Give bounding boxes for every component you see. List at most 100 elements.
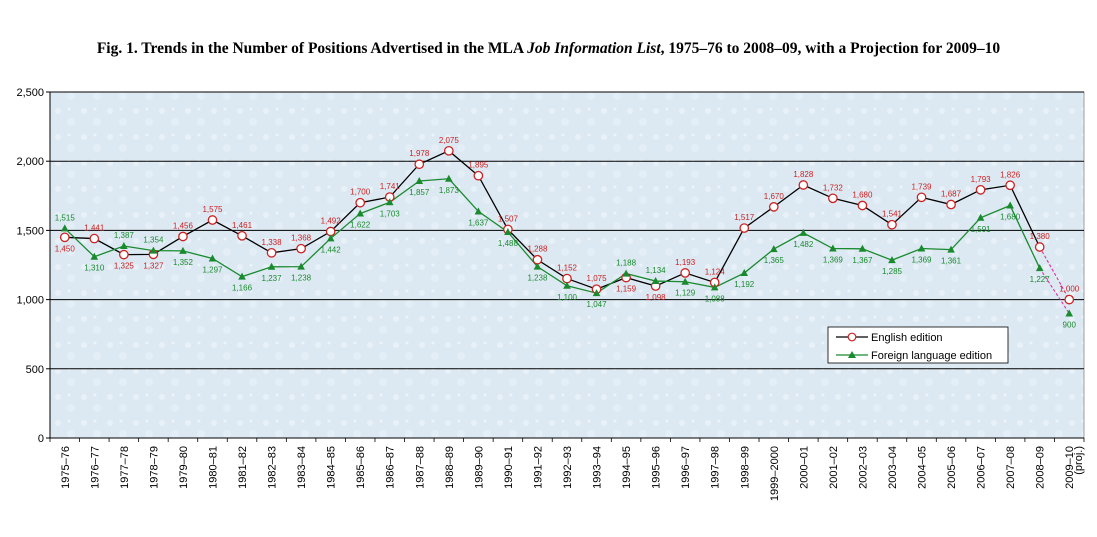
english-data-label: 1,895 [468,161,489,170]
x-tick-label: 2008–09 [1035,446,1047,489]
english-data-label: 1,826 [1000,170,1021,179]
english-point [443,145,454,156]
foreign-data-label: 1,188 [616,259,637,268]
english-point [562,273,572,284]
foreign-data-label: 1,100 [557,293,578,302]
english-point [857,200,868,211]
english-point [916,192,927,203]
english-point [946,199,956,210]
english-data-label: 1,739 [911,182,932,191]
english-data-label: 1,000 [1059,285,1080,294]
english-data-label: 1,098 [646,293,667,302]
foreign-point [710,283,719,291]
foreign-point [415,176,424,184]
x-tick-label: 1983–84 [296,446,308,489]
foreign-point [1006,201,1014,209]
y-tick-label: 1,500 [16,225,44,237]
english-data-label: 1,461 [232,221,253,230]
series-projection-1 [1039,267,1070,314]
x-tick-label: 1985–86 [355,446,367,489]
foreign-data-label: 1,354 [143,236,164,245]
english-point [768,202,779,212]
english-data-label: 1,124 [705,267,726,276]
foreign-data-label: 1,238 [527,274,548,283]
x-tick-label: 1994–95 [621,446,633,489]
foreign-point [474,207,483,215]
foreign-point [681,277,689,285]
x-tick-label: 1978–79 [148,446,160,489]
english-data-label: 1,978 [409,149,430,158]
legend-foreign-marker [848,351,856,358]
x-tick-label: 2005–06 [946,446,958,489]
foreign-point [60,224,69,232]
foreign-data-label: 1,129 [675,289,696,298]
x-tick-label: 1981–82 [237,446,249,489]
foreign-data-label: 1,088 [705,294,726,303]
foreign-point [622,269,630,277]
x-tick-label: 2009–10 [1064,446,1076,489]
foreign-data-label: 1,857 [409,188,430,197]
foreign-point [208,254,217,262]
foreign-data-label: 1,285 [882,267,903,276]
foreign-data-label: 1,622 [350,221,371,230]
english-point [266,247,277,258]
english-point [473,170,484,181]
english-data-label: 1,575 [202,205,223,214]
english-data-label: 1,159 [616,285,637,294]
foreign-point [858,244,867,252]
foreign-point [120,242,128,250]
english-data-label: 1,327 [143,261,164,270]
foreign-point [179,246,187,254]
english-point [1034,242,1045,252]
foreign-point [770,245,778,253]
foreign-point [976,213,985,221]
series-line-1 [64,178,1041,294]
english-point [414,159,425,170]
english-point [680,268,691,278]
foreign-data-label: 1,361 [941,257,962,266]
foreign-point [1035,264,1044,272]
english-data-label: 1,456 [173,221,194,230]
x-tick-label: 2002–03 [857,446,869,489]
english-data-label: 1,492 [321,217,342,226]
english-data-label: 1,338 [262,238,283,247]
x-tick-label: 2007–08 [1005,446,1017,489]
foreign-data-label: 1,310 [84,264,105,273]
foreign-data-label: 1,873 [439,186,460,195]
legend: English edition Foreign language edition [827,326,1009,364]
foreign-data-label: 1,703 [380,209,401,218]
foreign-data-label: 1,488 [498,239,519,248]
foreign-point [917,244,926,252]
english-point [237,230,247,241]
foreign-point [563,281,571,289]
foreign-data-label: 1,134 [646,266,667,275]
y-tick-label: 2,000 [16,156,44,168]
english-data-label: 1,288 [527,245,548,254]
english-point [798,180,809,190]
x-tick-label: 1993–94 [592,446,604,489]
foreign-point [238,272,246,280]
english-data-label: 1,700 [350,188,371,197]
english-data-label: 1,741 [380,182,401,191]
foreign-point [267,262,276,270]
x-tick-label: 1976–77 [89,446,101,489]
foreign-data-label: 1,166 [232,284,253,293]
legend-english-marker [847,332,857,342]
foreign-data-label: 1,365 [764,256,785,265]
x-tick-label-proj: (proj.) [1073,446,1085,475]
english-point [89,233,100,244]
foreign-point [385,198,394,206]
foreign-data-label: 1,369 [911,256,932,265]
series-line-0 [64,150,1041,290]
x-tick-label: 1995–96 [651,446,663,489]
english-point [887,219,897,230]
x-tick-label: 1988–89 [444,446,456,489]
foreign-data-label: 1,237 [262,274,283,283]
foreign-data-label: 1,482 [793,240,814,249]
chart-title: Fig. 1. Trends in the Number of Position… [96,40,1001,57]
foreign-data-label: 1,637 [468,218,489,227]
foreign-data-label: 1,238 [291,274,312,283]
foreign-data-label: 1,680 [1000,212,1021,221]
x-tick-label: 2003–04 [887,446,899,489]
